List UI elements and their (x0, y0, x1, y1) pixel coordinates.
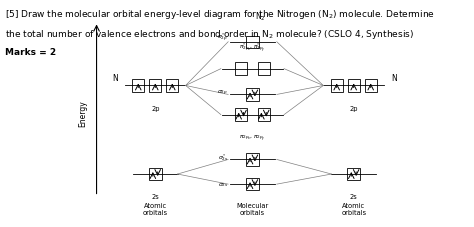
FancyBboxPatch shape (258, 62, 270, 75)
FancyBboxPatch shape (166, 79, 178, 92)
FancyBboxPatch shape (149, 168, 162, 180)
Text: Marks = 2: Marks = 2 (5, 49, 56, 57)
Text: $\sigma^{*}_{2p}$: $\sigma^{*}_{2p}$ (217, 32, 228, 44)
FancyBboxPatch shape (149, 79, 161, 92)
FancyBboxPatch shape (246, 36, 259, 48)
FancyBboxPatch shape (347, 168, 360, 180)
Text: $\pi^{*}_{2p_x}, \pi^{*}_{2p_y}$: $\pi^{*}_{2p_x}, \pi^{*}_{2p_y}$ (239, 41, 266, 54)
Text: Atomic
orbitals: Atomic orbitals (341, 202, 366, 215)
Text: N: N (392, 74, 397, 83)
Text: N$_2$: N$_2$ (255, 10, 266, 23)
FancyBboxPatch shape (132, 79, 145, 92)
Text: 2p: 2p (151, 106, 160, 112)
FancyBboxPatch shape (258, 109, 270, 121)
FancyBboxPatch shape (235, 109, 247, 121)
FancyBboxPatch shape (347, 79, 360, 92)
FancyBboxPatch shape (246, 88, 259, 101)
Text: 2p: 2p (349, 106, 358, 112)
Text: 2s: 2s (151, 194, 159, 200)
Text: 2s: 2s (350, 194, 357, 200)
Text: the total number of valence electrons and bond order in N$_2$ molecule? (CSLO 4,: the total number of valence electrons an… (5, 28, 414, 41)
FancyBboxPatch shape (365, 79, 377, 92)
Text: $\sigma_{2p}$: $\sigma_{2p}$ (217, 89, 228, 98)
FancyBboxPatch shape (246, 153, 259, 166)
Text: Molecular
orbitals: Molecular orbitals (237, 202, 269, 215)
Text: [5] Draw the molecular orbital energy-level diagram for the Nitrogen (N$_2$) mol: [5] Draw the molecular orbital energy-le… (5, 8, 436, 21)
FancyBboxPatch shape (235, 62, 247, 75)
FancyBboxPatch shape (331, 79, 343, 92)
Text: $\sigma^{*}_{2s}$: $\sigma^{*}_{2s}$ (218, 152, 228, 163)
Text: Atomic
orbitals: Atomic orbitals (143, 202, 168, 215)
Text: $\sigma_{2s}$: $\sigma_{2s}$ (218, 181, 228, 189)
FancyBboxPatch shape (246, 178, 259, 190)
Text: $\pi_{2p_x}, \pi_{2p_y}$: $\pi_{2p_x}, \pi_{2p_y}$ (239, 134, 266, 144)
Text: Energy: Energy (78, 100, 87, 127)
Text: N: N (112, 74, 118, 83)
